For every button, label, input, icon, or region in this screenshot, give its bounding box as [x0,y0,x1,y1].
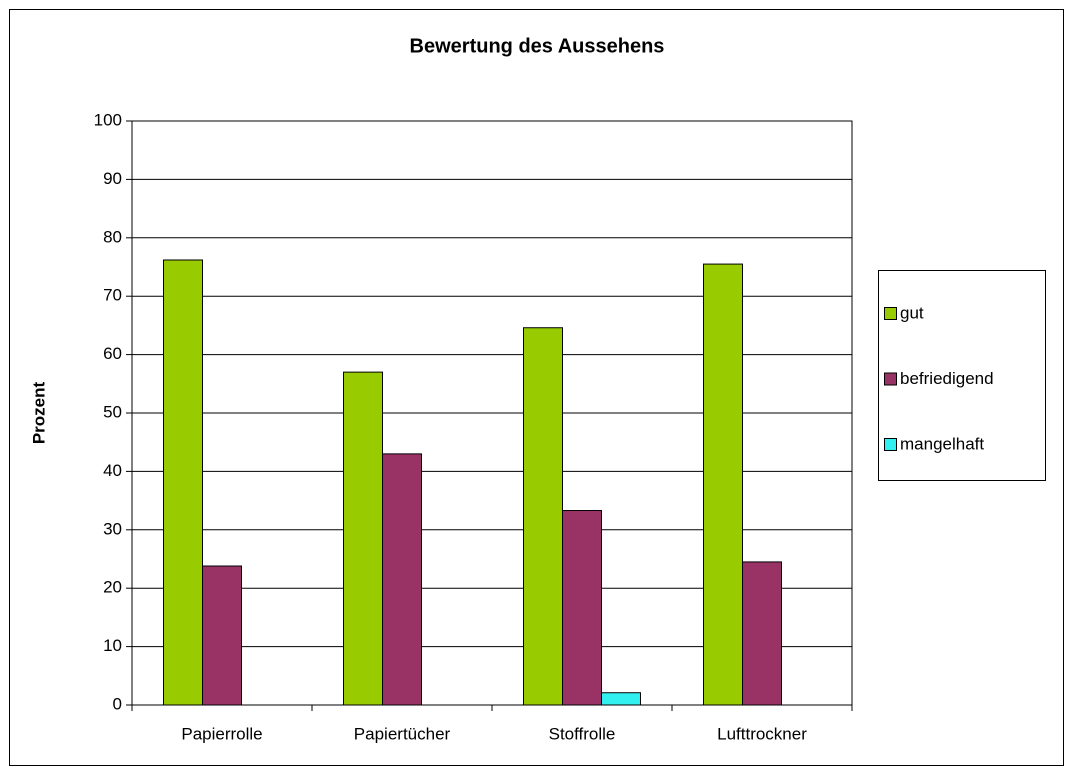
y-axis-label: Prozent [29,381,48,444]
legend-swatch [884,307,897,320]
chart-title: Bewertung des Aussehens [410,35,665,57]
legend-box [878,270,1046,481]
y-tick-label: 30 [103,519,122,538]
bar [343,371,383,706]
y-tick-label: 40 [103,461,122,480]
y-tick-label: 20 [103,578,122,597]
y-tick-label: 0 [113,694,122,713]
y-tick-label: 50 [103,402,122,421]
y-tick-label: 10 [103,636,122,655]
legend-swatch [884,438,897,451]
bar [562,510,602,706]
y-tick-label: 80 [103,227,122,246]
y-tick-label: 90 [103,169,122,188]
bar [163,259,203,706]
y-tick-label: 60 [103,344,122,363]
legend-swatch [884,372,897,386]
bar [523,327,563,706]
x-tick-label: Stoffrolle [549,724,616,743]
bar [601,692,641,706]
legend-label: befriedigend [900,369,994,388]
x-tick-label: Papierrolle [181,724,262,743]
bar [202,565,242,706]
bar [382,453,422,706]
y-tick-label: 70 [103,286,122,305]
legend-label: mangelhaft [900,434,984,453]
bar [703,263,743,706]
x-tick-label: Lufttrockner [717,724,807,743]
x-tick-label: Papiertücher [354,724,451,743]
y-tick-label: 100 [94,110,122,129]
bar [742,561,782,706]
legend-label: gut [900,303,924,322]
